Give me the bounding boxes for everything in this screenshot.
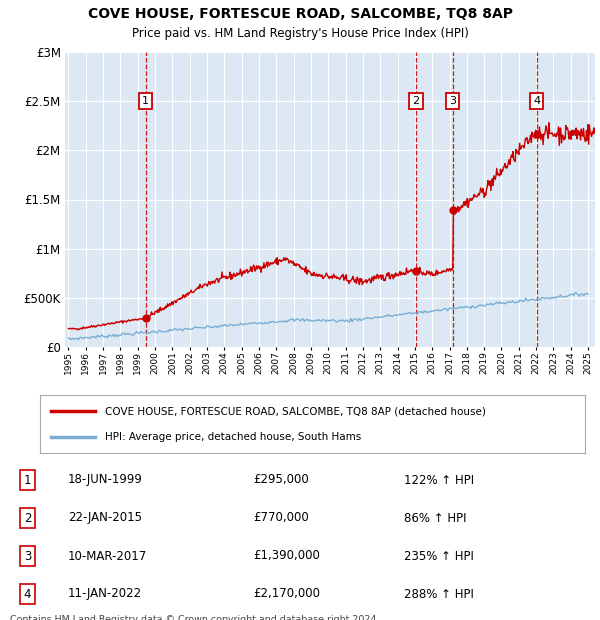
Text: 2: 2 xyxy=(23,512,31,525)
Text: 3: 3 xyxy=(24,549,31,562)
Text: £1,390,000: £1,390,000 xyxy=(254,549,320,562)
Text: HPI: Average price, detached house, South Hams: HPI: Average price, detached house, Sout… xyxy=(106,432,362,442)
Text: 18-JUN-1999: 18-JUN-1999 xyxy=(68,474,143,487)
Text: 2: 2 xyxy=(412,96,419,106)
Text: 4: 4 xyxy=(533,96,540,106)
Text: Price paid vs. HM Land Registry's House Price Index (HPI): Price paid vs. HM Land Registry's House … xyxy=(131,27,469,40)
Text: 235% ↑ HPI: 235% ↑ HPI xyxy=(404,549,474,562)
Text: £295,000: £295,000 xyxy=(254,474,310,487)
Text: COVE HOUSE, FORTESCUE ROAD, SALCOMBE, TQ8 8AP: COVE HOUSE, FORTESCUE ROAD, SALCOMBE, TQ… xyxy=(88,7,512,21)
Text: £770,000: £770,000 xyxy=(254,512,310,525)
Text: 22-JAN-2015: 22-JAN-2015 xyxy=(68,512,142,525)
Text: 86% ↑ HPI: 86% ↑ HPI xyxy=(404,512,467,525)
Text: 1: 1 xyxy=(142,96,149,106)
Text: 4: 4 xyxy=(23,588,31,601)
Text: 11-JAN-2022: 11-JAN-2022 xyxy=(68,588,142,601)
Text: COVE HOUSE, FORTESCUE ROAD, SALCOMBE, TQ8 8AP (detached house): COVE HOUSE, FORTESCUE ROAD, SALCOMBE, TQ… xyxy=(106,406,486,416)
Text: 288% ↑ HPI: 288% ↑ HPI xyxy=(404,588,474,601)
Text: Contains HM Land Registry data © Crown copyright and database right 2024.: Contains HM Land Registry data © Crown c… xyxy=(10,616,379,620)
Text: 10-MAR-2017: 10-MAR-2017 xyxy=(68,549,147,562)
Text: £2,170,000: £2,170,000 xyxy=(254,588,320,601)
Text: 3: 3 xyxy=(449,96,457,106)
Text: 1: 1 xyxy=(23,474,31,487)
Text: 122% ↑ HPI: 122% ↑ HPI xyxy=(404,474,475,487)
